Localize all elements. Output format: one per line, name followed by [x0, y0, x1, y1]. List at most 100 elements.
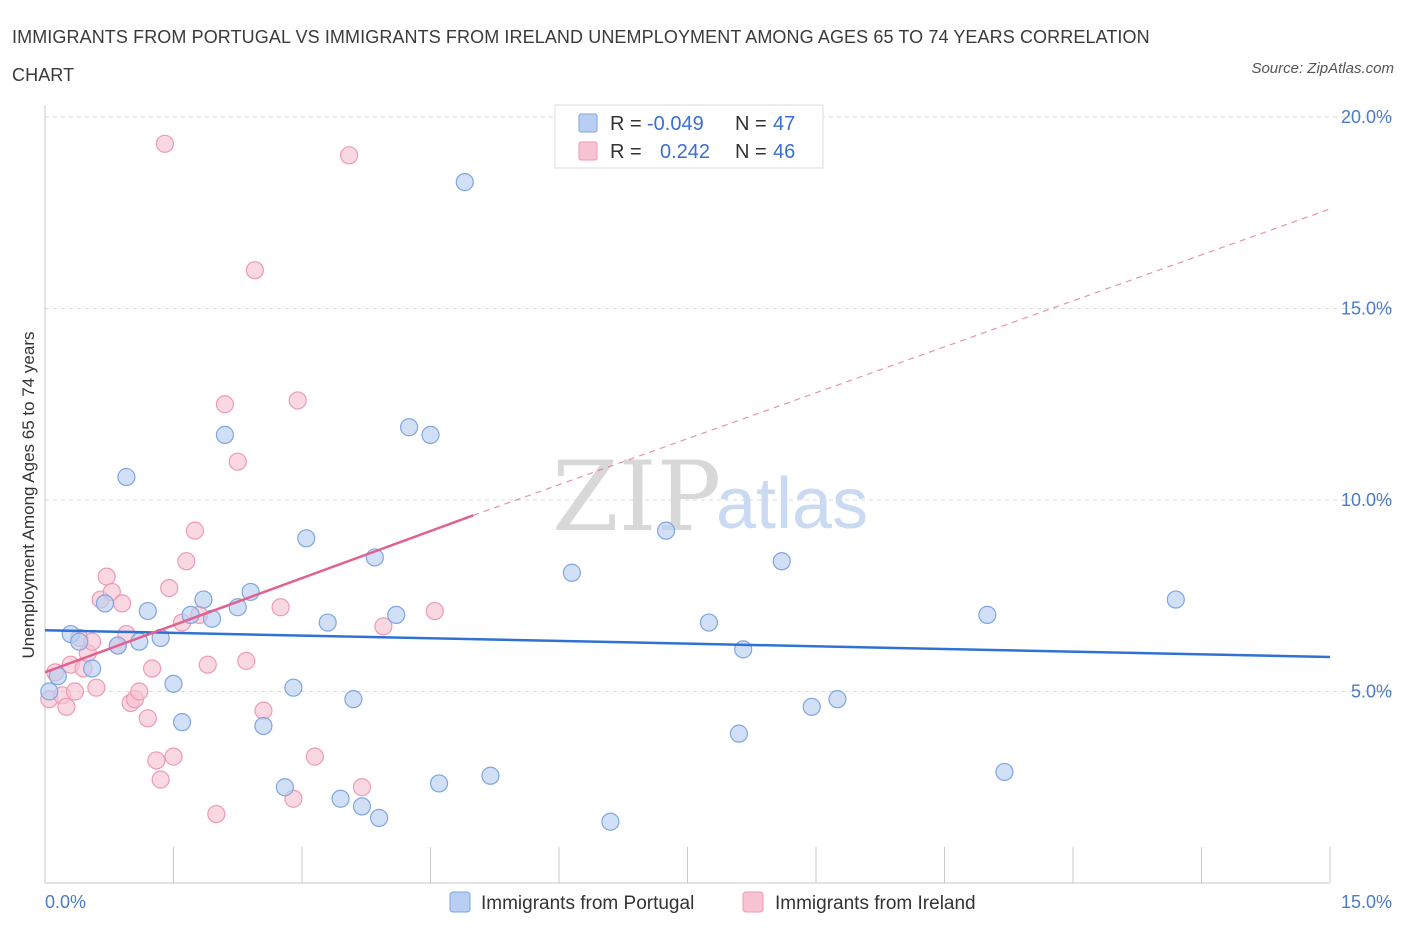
portugal-point [172, 713, 192, 732]
ireland-point [164, 747, 183, 766]
portugal-point [481, 766, 500, 785]
portugal-point [387, 605, 406, 625]
portugal-point [455, 173, 474, 192]
legend: R = -0.049 N = 47 R = 0.242 N = 46 [554, 104, 824, 169]
portugal-point [656, 521, 676, 540]
portugal-point [699, 613, 719, 632]
ireland-trend-line [44, 514, 474, 674]
portugal-point [429, 774, 449, 793]
trend-lines [44, 208, 1331, 674]
portugal-point [117, 467, 136, 487]
ireland-point [97, 567, 116, 586]
bottom-legend: Immigrants from Portugal Immigrants from… [449, 891, 976, 914]
portugal-point [215, 425, 234, 444]
portugal-point [40, 682, 59, 701]
portugal-point [331, 789, 350, 808]
portugal-point [352, 797, 372, 816]
grid [45, 116, 1392, 692]
ireland-point [147, 751, 166, 770]
legend-n-value-ireland: 46 [773, 141, 795, 163]
legend-r-label: R = [610, 113, 642, 135]
y-tick-label: 20.0% [1341, 107, 1392, 127]
watermark-atlas: atlas [716, 464, 868, 544]
ireland-point [254, 701, 273, 720]
ireland-point [151, 770, 170, 789]
portugal-point [318, 613, 337, 632]
portugal-point [284, 678, 303, 697]
legend-swatch-ireland [578, 141, 598, 161]
portugal-point [138, 601, 157, 621]
y-tick-label: 10.0% [1341, 490, 1392, 510]
portugal-point [164, 674, 183, 693]
y-axis-label: Unemployment Among Ages 65 to 74 years [19, 332, 38, 659]
ireland-point [425, 601, 444, 621]
portugal-point [275, 778, 294, 797]
ireland-point [288, 391, 307, 410]
legend-swatch-portugal [578, 113, 598, 133]
bottom-legend-swatch-ireland [742, 891, 764, 913]
ireland-point [142, 659, 162, 678]
ireland-point [271, 598, 290, 617]
portugal-point [421, 425, 440, 444]
ireland-point [87, 678, 106, 697]
ireland-point [305, 747, 324, 766]
ireland-point [215, 395, 234, 414]
axes [44, 105, 1331, 884]
portugal-point [399, 418, 419, 437]
portugal-point [772, 552, 791, 571]
bottom-legend-ireland: Immigrants from Ireland [775, 893, 976, 914]
portugal-point [978, 605, 997, 625]
x-tick-label: 15.0% [1341, 892, 1392, 912]
portugal-point [95, 594, 115, 613]
portugal-point [370, 808, 389, 827]
bottom-legend-portugal: Immigrants from Portugal [481, 893, 694, 914]
ireland-point [207, 804, 226, 824]
ireland-point [374, 617, 393, 636]
ireland-point [112, 594, 132, 613]
ireland-trend-extension [473, 208, 1331, 516]
legend-box [554, 104, 824, 169]
tick-labels: 5.0% 10.0% 15.0% 20.0% 0.0% 15.0% [45, 107, 1392, 912]
portugal-trend-line [44, 628, 1331, 659]
watermark-zip: ZIP [552, 441, 721, 553]
portugal-point [729, 724, 749, 743]
ireland-point [65, 682, 85, 701]
legend-r-value-ireland: 0.242 [660, 141, 710, 163]
portugal-point [297, 529, 316, 548]
portugal-point [254, 716, 273, 736]
chart-title: IMMIGRANTS FROM PORTUGAL VS IMMIGRANTS F… [12, 27, 1150, 85]
ireland-point [198, 655, 217, 674]
ireland-point [57, 697, 76, 716]
ireland-point [138, 709, 157, 728]
ireland-point [130, 682, 149, 701]
ireland-point [245, 261, 264, 280]
portugal-point [70, 632, 89, 651]
ireland-point [340, 146, 359, 165]
source-label: Source: ZipAtlas.com [1251, 60, 1394, 77]
y-tick-label: 15.0% [1341, 299, 1392, 319]
legend-r-value-portugal: -0.049 [647, 113, 704, 135]
portugal-point [828, 690, 847, 709]
legend-n-label: N = [735, 113, 767, 135]
legend-r-label: R = [610, 141, 642, 163]
portugal-point [194, 590, 213, 609]
ireland-point [177, 552, 196, 571]
portugal-point [1166, 590, 1185, 609]
x-tick-label: 0.0% [45, 892, 86, 912]
portugal-point [601, 812, 620, 831]
ireland-point [160, 578, 179, 598]
ireland-point [237, 651, 256, 670]
legend-n-label: N = [735, 141, 767, 163]
ireland-point [185, 521, 205, 540]
bottom-legend-swatch-portugal [449, 891, 471, 913]
y-tick-label: 5.0% [1351, 682, 1392, 702]
legend-n-value-portugal: 47 [773, 113, 795, 135]
ireland-point [155, 134, 175, 153]
portugal-point [802, 697, 821, 716]
ireland-point [228, 452, 247, 471]
portugal-point [344, 690, 363, 709]
watermark: ZIP atlas [552, 441, 868, 553]
portugal-point [562, 563, 581, 582]
portugal-point [83, 659, 102, 678]
